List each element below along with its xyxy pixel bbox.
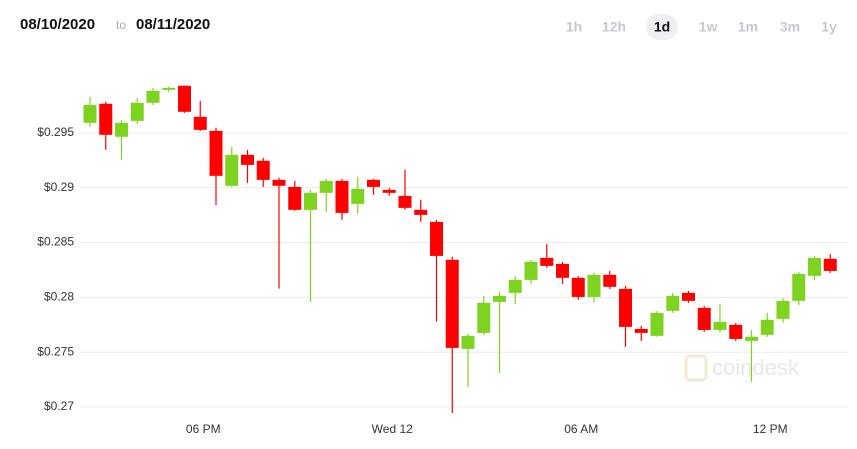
candle-body [398, 195, 412, 208]
y-tick-label: $0.295 [37, 125, 74, 139]
candle-body [146, 90, 160, 103]
range-button[interactable]: 1d [654, 19, 670, 35]
y-tick-label: $0.28 [44, 290, 74, 304]
candle-body [792, 273, 806, 301]
candle-body [508, 279, 522, 293]
candle-body [697, 307, 711, 330]
candle-body [319, 180, 333, 193]
x-tick-label: 06 PM [186, 422, 221, 436]
candle-body [760, 319, 774, 335]
candle-body [540, 257, 554, 266]
range-button[interactable]: 3m [780, 19, 800, 35]
candle-body [367, 179, 380, 187]
date-separator: to [116, 18, 126, 32]
candle-body [193, 116, 207, 130]
candle-body [682, 292, 695, 301]
candle-body [571, 277, 585, 297]
x-tick-label: Wed 12 [372, 422, 413, 436]
candle-body [634, 328, 648, 333]
candle-body [382, 189, 396, 193]
candle-body [351, 188, 365, 204]
range-button[interactable]: 12h [602, 19, 626, 35]
x-tick-label: 12 PM [753, 422, 788, 436]
candle-body [178, 85, 191, 112]
candle-body [445, 259, 459, 348]
candle-body [745, 336, 758, 341]
selected-bg [646, 14, 678, 40]
date-from[interactable]: 08/10/2020 [20, 16, 95, 33]
candle-body [414, 209, 428, 215]
candle-body [587, 274, 601, 297]
candle-body [461, 335, 475, 349]
date-until[interactable]: 08/11/2020 [136, 16, 210, 33]
candle-body [666, 295, 680, 311]
x-tick-label: 06 AM [564, 422, 598, 436]
candle-body [808, 257, 821, 276]
candle-body [288, 186, 302, 210]
watermark: coindesk [712, 355, 800, 380]
candle-body [619, 288, 632, 327]
candle-body [130, 102, 144, 121]
candle-body [162, 87, 176, 90]
range-buttons: 1h 12h 1d 1w 1m 3m 1y [566, 14, 837, 40]
range-button[interactable]: 1m [738, 19, 758, 35]
candle-body [823, 258, 837, 271]
candle-body [304, 192, 317, 210]
candle-body [556, 263, 569, 278]
candle-body [603, 274, 617, 287]
candle-body [477, 302, 491, 333]
candle-body [729, 324, 743, 339]
candle-body [83, 104, 97, 123]
candle-body [241, 154, 254, 165]
candle-body [256, 160, 270, 180]
range-button[interactable]: 1y [821, 19, 837, 35]
candle-body [209, 130, 223, 176]
watermark-logo [684, 354, 708, 382]
candle-body [524, 261, 538, 280]
candle-body [225, 154, 239, 186]
y-tick-label: $0.29 [44, 180, 74, 194]
y-tick-label: $0.27 [44, 399, 74, 413]
candle-body [650, 312, 664, 336]
y-tick-label: $0.275 [37, 344, 74, 358]
candle-body [99, 103, 113, 135]
candle-body [335, 180, 349, 213]
candle-body [430, 221, 443, 256]
candle-body [272, 179, 286, 186]
candle-body [713, 321, 727, 330]
y-tick-label: $0.285 [37, 235, 74, 249]
candle-body [776, 300, 790, 319]
range-button[interactable]: 1h [566, 19, 582, 35]
range-button[interactable]: 1w [699, 19, 718, 35]
candle-body [493, 295, 506, 302]
candle-body [115, 122, 128, 137]
